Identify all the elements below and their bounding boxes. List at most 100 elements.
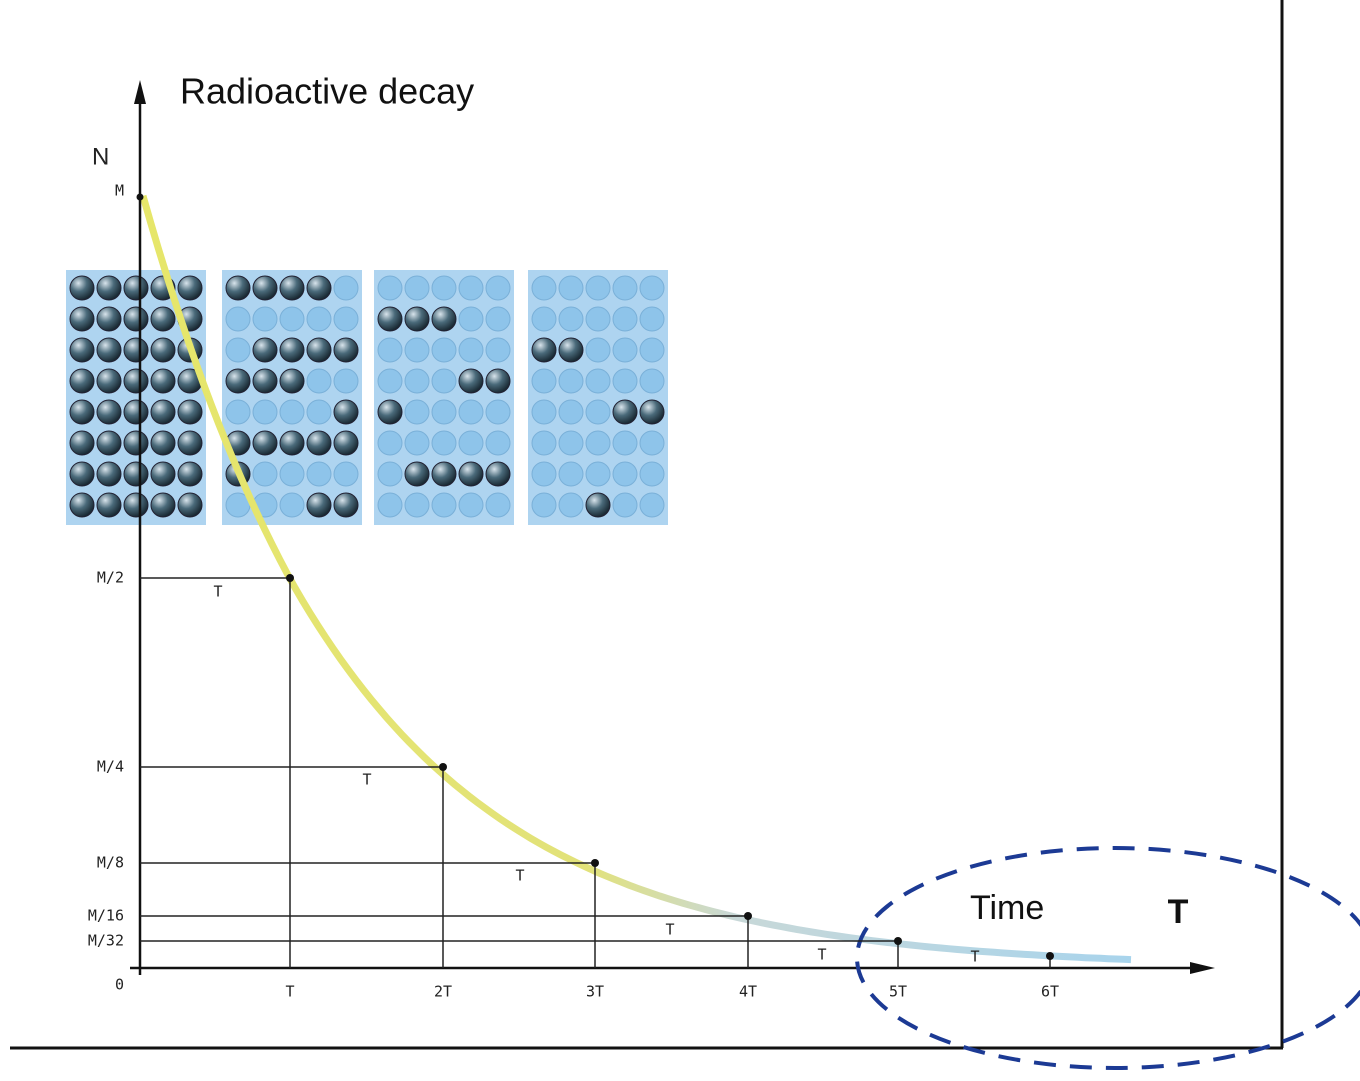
- atom: [432, 307, 456, 331]
- atom: [586, 493, 610, 517]
- decayed-atom: [334, 307, 358, 331]
- atom: [226, 369, 250, 393]
- atom: [124, 493, 148, 517]
- interval-label: T: [213, 583, 222, 601]
- decayed-atom: [486, 493, 510, 517]
- interval-label: T: [515, 867, 524, 885]
- decayed-atom: [613, 369, 637, 393]
- decayed-atom: [459, 431, 483, 455]
- atom: [253, 276, 277, 300]
- atom: [124, 338, 148, 362]
- x-label: 2T: [434, 983, 452, 1001]
- atom: [178, 400, 202, 424]
- atom: [307, 338, 331, 362]
- decayed-atom: [405, 431, 429, 455]
- decayed-atom: [253, 462, 277, 486]
- decayed-atom: [559, 400, 583, 424]
- atom: [432, 462, 456, 486]
- atom: [280, 369, 304, 393]
- decayed-atom: [432, 276, 456, 300]
- atom: [97, 276, 121, 300]
- atom: [307, 493, 331, 517]
- decayed-atom: [532, 493, 556, 517]
- y-label: M/32: [88, 932, 124, 950]
- atom: [151, 493, 175, 517]
- atom: [253, 431, 277, 455]
- y-arrow: [134, 80, 146, 104]
- decayed-atom: [532, 369, 556, 393]
- decayed-atom: [334, 369, 358, 393]
- decayed-atom: [405, 369, 429, 393]
- decayed-atom: [559, 493, 583, 517]
- decayed-atom: [405, 338, 429, 362]
- atom: [280, 276, 304, 300]
- decayed-atom: [226, 400, 250, 424]
- atom: [253, 369, 277, 393]
- atom: [124, 369, 148, 393]
- atom: [486, 462, 510, 486]
- atom: [70, 431, 94, 455]
- decayed-atom: [459, 307, 483, 331]
- y-label: M: [115, 182, 124, 200]
- point: [894, 937, 902, 945]
- decayed-atom: [532, 462, 556, 486]
- decayed-atom: [405, 276, 429, 300]
- atom: [151, 307, 175, 331]
- atom: [97, 400, 121, 424]
- atom: [459, 462, 483, 486]
- decayed-atom: [459, 338, 483, 362]
- decayed-atom: [280, 462, 304, 486]
- point: [137, 194, 144, 201]
- atom: [640, 400, 664, 424]
- decayed-atom: [586, 276, 610, 300]
- title: Radioactive decay: [180, 71, 474, 112]
- decayed-atom: [307, 369, 331, 393]
- atom: [178, 431, 202, 455]
- point: [744, 912, 752, 920]
- atom: [280, 431, 304, 455]
- atom: [151, 369, 175, 393]
- y-axis-label: N: [92, 143, 109, 170]
- point: [1046, 952, 1054, 960]
- atom: [70, 493, 94, 517]
- atom: [124, 276, 148, 300]
- y-label: M/8: [97, 854, 124, 872]
- decayed-atom: [559, 307, 583, 331]
- atom: [97, 462, 121, 486]
- decayed-atom: [640, 369, 664, 393]
- decayed-atom: [486, 276, 510, 300]
- decayed-atom: [226, 338, 250, 362]
- diagram: Radioactive decay N T 0 Time MM/2M/4M/8M…: [0, 0, 1360, 1076]
- point: [439, 763, 447, 771]
- atom: [307, 431, 331, 455]
- x-arrow: [1190, 962, 1215, 974]
- decayed-atom: [486, 400, 510, 424]
- atom: [124, 400, 148, 424]
- atom: [70, 369, 94, 393]
- atom: [307, 276, 331, 300]
- atom: [70, 462, 94, 486]
- atom: [486, 369, 510, 393]
- decayed-atom: [307, 307, 331, 331]
- atom: [405, 462, 429, 486]
- decayed-atom: [532, 400, 556, 424]
- atom: [334, 400, 358, 424]
- x-axis-label: T: [1168, 893, 1189, 931]
- atom: [405, 307, 429, 331]
- atom: [378, 307, 402, 331]
- decayed-atom: [432, 431, 456, 455]
- decayed-atom: [432, 338, 456, 362]
- decayed-atom: [532, 431, 556, 455]
- interval-label: T: [970, 948, 979, 966]
- atom: [378, 400, 402, 424]
- atom-panels: [66, 270, 668, 525]
- atom: [124, 462, 148, 486]
- y-label: M/16: [88, 907, 124, 925]
- decayed-atom: [559, 462, 583, 486]
- decayed-atom: [378, 493, 402, 517]
- decayed-atom: [280, 307, 304, 331]
- origin-label: 0: [115, 976, 124, 994]
- x-label: 6T: [1041, 983, 1059, 1001]
- atom: [97, 338, 121, 362]
- atom: [97, 431, 121, 455]
